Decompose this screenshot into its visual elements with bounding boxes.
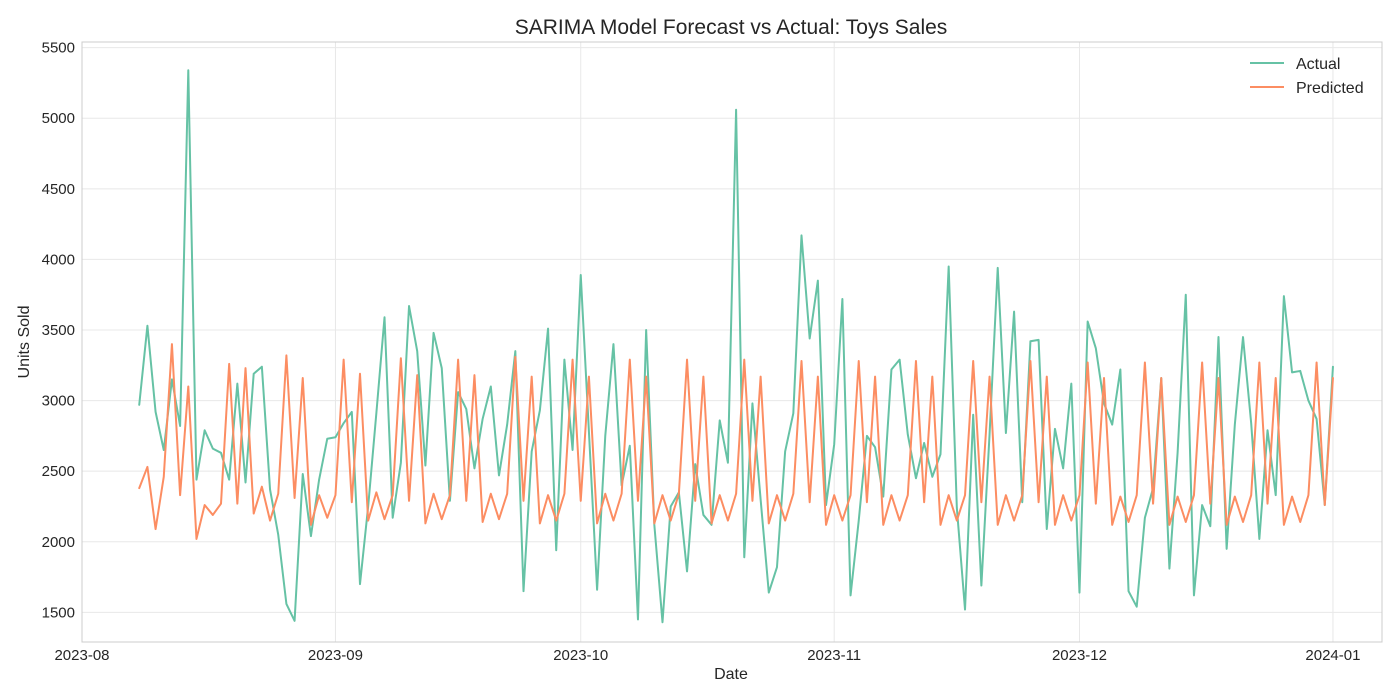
legend-label-actual: Actual	[1296, 56, 1340, 73]
series-line-predicted	[138, 343, 1334, 540]
y-tick-label: 3000	[42, 393, 75, 410]
y-tick-label: 3500	[42, 322, 75, 339]
y-tick-label: 4000	[42, 251, 75, 268]
y-axis-title: Units Sold	[16, 306, 33, 379]
y-tick-label: 2000	[42, 534, 75, 551]
x-axis-ticks: 2023-08 2023-09 2023-10 2023-11 2023-12 2024-…	[54, 647, 1360, 664]
y-tick-label: 5000	[42, 110, 75, 127]
x-axis-title: Date	[714, 666, 748, 683]
y-tick-label: 1500	[42, 604, 75, 621]
grid	[81, 42, 1382, 642]
y-tick-label: 2500	[42, 463, 75, 480]
x-tick-label: 2023-09	[308, 647, 363, 664]
chart-title: SARIMA Model Forecast vs Actual: Toys Sa…	[515, 16, 948, 39]
y-tick-label: 5500	[42, 40, 75, 57]
series-line-actual	[138, 69, 1334, 624]
y-axis-ticks: 1500 2000 2500 3000 3500 4000 4500 5000 5500	[42, 40, 75, 622]
x-tick-label: 2023-11	[807, 647, 861, 664]
x-tick-label: 2023-08	[54, 647, 109, 664]
series-lines	[138, 69, 1334, 624]
legend-label-predicted: Predicted	[1296, 80, 1364, 97]
x-tick-label: 2023-12	[1052, 647, 1107, 664]
legend: Actual Predicted	[1250, 56, 1364, 97]
plot-frame	[81, 41, 1383, 643]
y-tick-label: 4500	[42, 181, 75, 198]
x-tick-label: 2023-10	[553, 647, 608, 664]
x-tick-label: 2024-01	[1305, 647, 1360, 664]
